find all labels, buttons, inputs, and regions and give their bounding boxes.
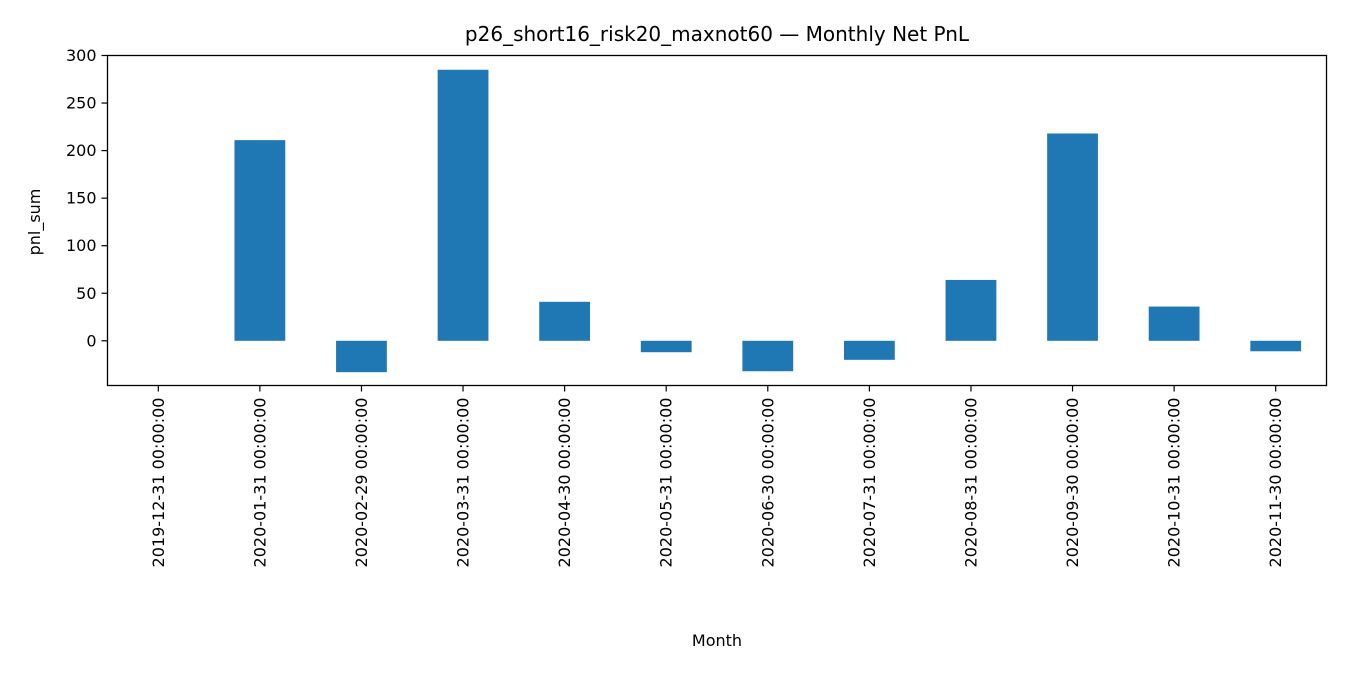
y-axis-title: pnl_sum <box>25 189 45 256</box>
y-tick-label: 50 <box>76 284 96 303</box>
y-tick-label: 150 <box>66 189 97 208</box>
x-tick-label: 2020-03-31 00:00:00 <box>454 398 473 568</box>
y-tick-label: 200 <box>66 141 97 160</box>
bar <box>843 340 895 360</box>
x-tick-label: 2020-06-30 00:00:00 <box>758 398 777 568</box>
bar <box>336 340 387 373</box>
bar <box>1047 133 1098 341</box>
bar <box>1250 340 1302 352</box>
x-tick-label: 2020-08-31 00:00:00 <box>961 398 980 568</box>
y-tick-label: 100 <box>66 236 97 255</box>
x-tick-label: 2020-10-31 00:00:00 <box>1165 398 1184 568</box>
x-tick-label: 2020-04-30 00:00:00 <box>555 398 574 568</box>
x-tick-label: 2019-12-31 00:00:00 <box>149 398 168 568</box>
plot-frame <box>106 54 1328 387</box>
x-tick-label: 2020-09-30 00:00:00 <box>1063 398 1082 568</box>
x-tick-label: 2020-01-31 00:00:00 <box>250 398 269 568</box>
y-tick-label: 0 <box>86 331 96 350</box>
x-axis-title: Month <box>692 631 742 650</box>
x-tick-label: 2020-02-29 00:00:00 <box>352 398 371 568</box>
bar <box>234 140 286 341</box>
bar <box>539 301 591 341</box>
y-tick-label: 300 <box>66 46 97 65</box>
chart-title: p26_short16_risk20_maxnot60 — Monthly Ne… <box>465 22 970 46</box>
bar <box>742 340 794 372</box>
bar <box>1148 306 1200 341</box>
x-axis: 2019-12-31 00:00:00 2020-01-31 00:00:00 20… <box>149 385 1285 568</box>
x-tick-label: 2020-05-31 00:00:00 <box>657 398 676 568</box>
x-tick-label: 2020-07-31 00:00:00 <box>860 398 879 568</box>
x-tick-label: 2020-11-30 00:00:00 <box>1266 398 1285 568</box>
bar <box>640 340 692 353</box>
bar <box>945 279 997 341</box>
bar <box>437 69 489 341</box>
y-tick-label: 250 <box>66 94 97 113</box>
y-axis: 0 50 100 150 200 250 300 <box>66 46 108 350</box>
plot-area <box>234 69 1302 373</box>
